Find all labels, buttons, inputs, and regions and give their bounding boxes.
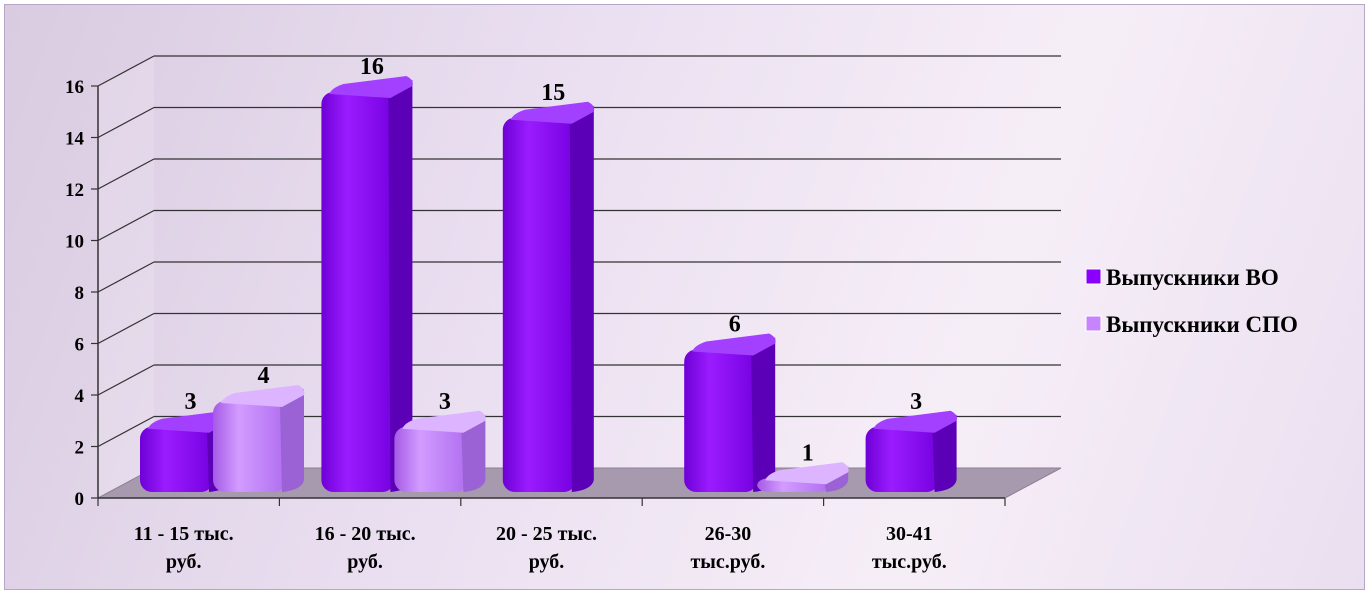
x-tick-label: 16 - 20 тыс. (315, 523, 416, 545)
x-tick-label: тыс.руб. (872, 551, 947, 573)
bar (865, 426, 939, 492)
x-tick-label: руб. (347, 551, 383, 573)
data-label: 4 (258, 363, 270, 389)
bar-top (402, 410, 486, 433)
y-tick-label: 8 (75, 283, 85, 304)
data-label: 3 (439, 389, 451, 415)
x-tick-label: 11 - 15 тыс. (134, 523, 234, 545)
bar-top (148, 410, 232, 433)
y-tick-label: 12 (65, 180, 84, 201)
bar (684, 349, 758, 492)
y-tick-label: 14 (65, 129, 85, 150)
y-tick-label: 10 (65, 232, 84, 253)
bar (321, 92, 395, 492)
x-tick-label: руб. (529, 551, 565, 573)
y-tick-label: 2 (75, 438, 85, 459)
data-label: 1 (802, 440, 814, 466)
legend-swatch (1085, 268, 1102, 285)
legend: Выпускники ВО Выпускники СПО (1085, 265, 1298, 337)
bar-side (388, 80, 413, 492)
gridline-diagonal (97, 261, 155, 293)
x-tick-label: тыс.руб. (690, 551, 765, 573)
bar-side (280, 389, 304, 492)
gridline-diagonal (97, 209, 155, 242)
bar (213, 401, 286, 492)
bar-top (329, 76, 413, 98)
legend-label: Выпускники ВО (1106, 265, 1279, 290)
data-label: 16 (360, 54, 384, 80)
bar-top (765, 462, 849, 485)
bar (140, 426, 213, 492)
data-label: 3 (185, 389, 197, 415)
data-label: 3 (910, 389, 922, 415)
gridline-diagonal (97, 106, 155, 139)
legend-swatch (1085, 315, 1102, 332)
bar-top (221, 385, 305, 407)
y-tick-label: 6 (75, 335, 85, 356)
y-tick-label: 4 (75, 386, 85, 407)
bar-top (510, 101, 595, 124)
y-tick-label: 16 (65, 77, 84, 98)
bar-top (873, 410, 957, 433)
legend-label: Выпускники СПО (1106, 312, 1298, 337)
bar (394, 426, 468, 492)
gridline-diagonal (97, 312, 155, 345)
gridline-diagonal (97, 55, 155, 87)
x-tick-label: 20 - 25 тыс. (496, 523, 597, 545)
x-tick-label: 26-30 (705, 523, 752, 545)
bar (502, 117, 576, 492)
x-tick-label: руб. (166, 551, 202, 573)
data-label: 6 (729, 312, 741, 338)
gridline-diagonal (97, 364, 155, 396)
bars (140, 76, 957, 492)
bar-side (461, 414, 486, 492)
x-tick-label: 30-41 (886, 523, 933, 545)
gridline-diagonal (97, 415, 155, 448)
bar-side (751, 337, 776, 492)
bar-top (692, 333, 776, 356)
y-tick-label: 0 (75, 489, 85, 510)
bar-side (569, 105, 594, 492)
gridline-diagonal (97, 158, 155, 190)
data-label: 15 (541, 80, 565, 106)
bar-side (932, 414, 957, 492)
